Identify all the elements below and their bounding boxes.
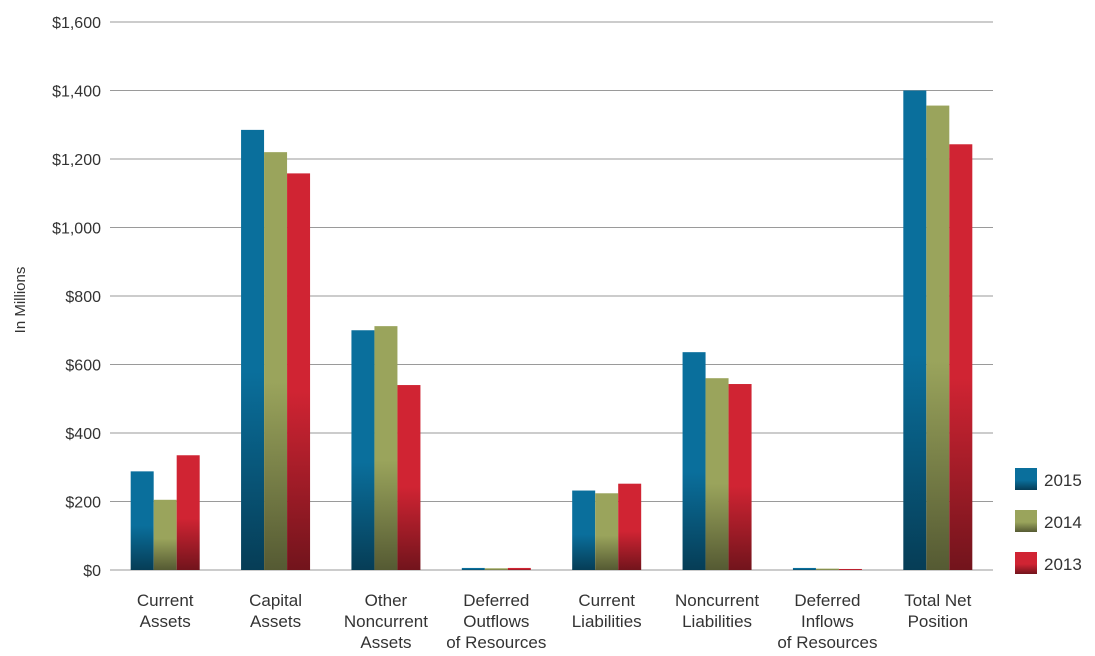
bar-2015: [461, 567, 485, 570]
y-tick-label: $1,600: [52, 15, 101, 32]
legend-label-2014: 2014: [1044, 513, 1082, 532]
bar-2014: [926, 105, 950, 570]
bar-2013: [728, 384, 752, 570]
bar-2015: [572, 490, 596, 570]
x-category-label: Capital Assets: [249, 591, 302, 631]
bar-2015: [682, 352, 706, 570]
y-tick-label: $200: [65, 495, 101, 512]
x-category-label: Current Assets: [137, 591, 194, 631]
x-category-label: Noncurrent Liabilities: [675, 591, 759, 631]
y-tick-label: $0: [83, 563, 101, 580]
bar-2015: [903, 90, 927, 570]
bar-2014: [595, 493, 619, 570]
y-tick-label: $800: [65, 289, 101, 306]
bar-2013: [287, 173, 311, 570]
bar-2014: [815, 568, 839, 570]
bar-2015: [130, 471, 154, 570]
y-tick-label: $600: [65, 358, 101, 375]
bars: [130, 90, 973, 570]
y-tick-label: $1,400: [52, 84, 101, 101]
y-tick-label: $1,200: [52, 152, 101, 169]
bar-2015: [241, 129, 265, 570]
bar-2015: [792, 567, 816, 570]
y-axis-title: In Millions: [12, 267, 29, 334]
bar-2015: [351, 330, 375, 570]
x-category-label: Deferred Inflows of Resources: [777, 591, 877, 652]
x-category-label: Total Net Position: [904, 591, 971, 631]
legend-swatch-2013: [1015, 552, 1037, 574]
bar-2013: [838, 568, 862, 570]
y-tick-label: $400: [65, 426, 101, 443]
bar-2014: [705, 378, 729, 570]
bar-2014: [153, 499, 177, 570]
bar-2013: [507, 567, 531, 570]
legend-swatch-2014: [1015, 510, 1037, 532]
x-category-label: Other Noncurrent Assets: [344, 591, 428, 652]
y-axis-ticks: $0 $200 $400 $600 $800 $1,000 $1,200 $1,400 $1,6…: [52, 15, 101, 580]
x-category-label: Deferred Outflows of Resources: [446, 591, 546, 652]
bar-2014: [484, 568, 508, 570]
y-tick-label: $1,000: [52, 221, 101, 238]
legend-swatch-2015: [1015, 468, 1037, 490]
x-axis-labels: Current Assets Capital Assets Other Noncurren…: [137, 591, 972, 652]
bar-2013: [618, 483, 642, 570]
legend-label-2013: 2013: [1044, 555, 1082, 574]
bar-2014: [374, 326, 398, 570]
bar-2013: [176, 455, 200, 570]
legend-label-2015: 2015: [1044, 471, 1082, 490]
bar-2014: [264, 152, 288, 570]
x-category-label: Current Liabilities: [572, 591, 642, 631]
bar-2013: [397, 385, 421, 570]
bar-2013: [949, 144, 973, 570]
legend: 2015 2014 2013: [1015, 468, 1082, 574]
